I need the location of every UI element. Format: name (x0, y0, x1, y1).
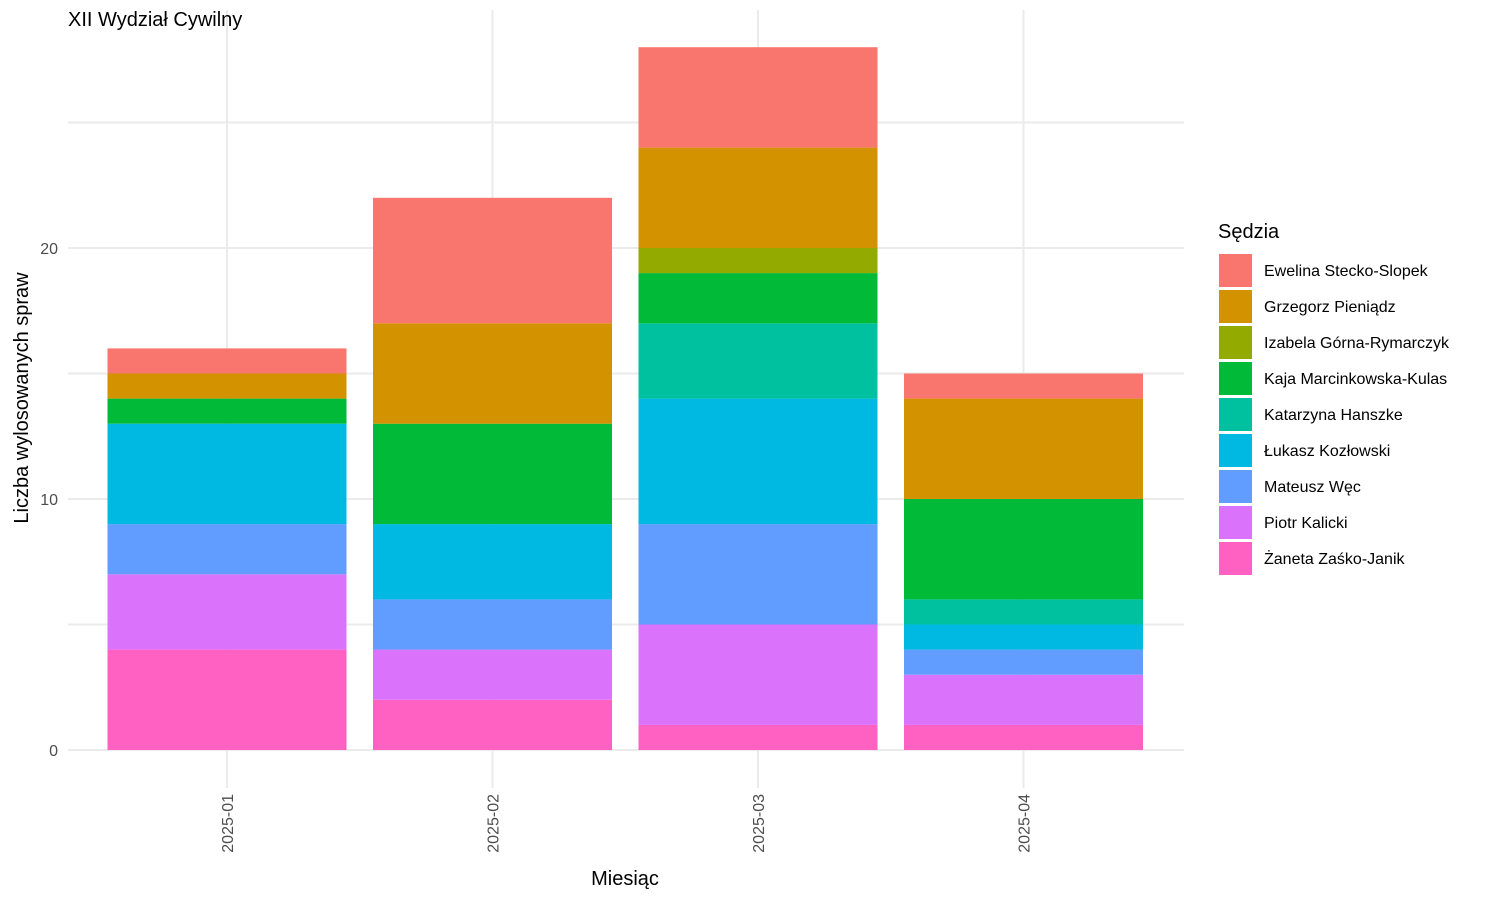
legend-swatch (1219, 326, 1252, 359)
legend-label: Żaneta Zaśko-Janik (1264, 549, 1406, 568)
x-axis-title: Miesiąc (591, 868, 659, 890)
bar-segment (904, 724, 1143, 750)
bar-segment (638, 47, 878, 148)
legend-swatch (1219, 398, 1252, 431)
bar-segment (107, 574, 347, 650)
bar-segment (373, 323, 612, 424)
bar-segment (373, 599, 612, 650)
bar-segment (107, 649, 347, 750)
y-tick-label: 0 (49, 743, 58, 760)
bar-segment (107, 373, 347, 399)
legend-label: Izabela Górna-Rymarczyk (1264, 335, 1450, 352)
bar-segment (638, 147, 878, 248)
legend-swatch (1219, 254, 1252, 287)
bar-segment (638, 524, 878, 625)
legend-label: Ewelina Stecko-Slopek (1264, 263, 1429, 280)
legend-swatch (1219, 506, 1252, 539)
legend-label: Katarzyna Hanszke (1264, 407, 1403, 424)
legend: Ewelina Stecko-Slopek Grzegorz Pieniądz Iz… (1219, 254, 1450, 575)
bar-segment (638, 323, 878, 399)
x-tick-label: 2025-04 (1017, 794, 1034, 853)
legend-label: Łukasz Kozłowski (1264, 443, 1390, 460)
y-axis-title: Liczba wylosowanych spraw (11, 272, 33, 524)
bar-segment (638, 398, 878, 525)
x-axis-ticks: 2025-01 2025-02 2025-03 2025-04 (220, 794, 1034, 853)
bar-segment (107, 398, 347, 424)
bars (107, 47, 1143, 750)
legend-swatch (1219, 542, 1252, 575)
legend-title: Sędzia (1218, 221, 1280, 243)
bar-segment (638, 624, 878, 725)
x-tick-label: 2025-02 (486, 794, 503, 853)
bar-segment (904, 398, 1143, 499)
legend-label: Kaja Marcinkowska-Kulas (1264, 371, 1447, 388)
x-tick-label: 2025-03 (751, 794, 768, 853)
y-axis-ticks: 0 10 20 (40, 241, 58, 760)
bar-segment (904, 499, 1143, 600)
legend-label: Grzegorz Pieniądz (1264, 299, 1396, 316)
bar-segment (904, 373, 1143, 399)
legend-swatch (1219, 362, 1252, 395)
legend-swatch (1219, 290, 1252, 323)
bar-segment (373, 524, 612, 600)
y-tick-label: 10 (40, 492, 58, 509)
x-tick-label: 2025-01 (220, 794, 237, 853)
bar-segment (107, 423, 347, 525)
bar-segment (904, 649, 1143, 675)
bar-segment (638, 248, 878, 274)
bar-segment (373, 197, 612, 324)
bar-segment (373, 699, 612, 750)
bar-segment (904, 674, 1143, 725)
bar-segment (107, 524, 347, 575)
bar-segment (638, 724, 878, 750)
bar-segment (107, 348, 347, 374)
bar-segment (904, 599, 1143, 625)
bar-segment (904, 624, 1143, 650)
bar-segment (373, 649, 612, 700)
chart-title: XII Wydział Cywilny (68, 9, 242, 31)
legend-swatch (1219, 434, 1252, 467)
y-tick-label: 20 (40, 241, 58, 258)
legend-label: Mateusz Węc (1264, 479, 1361, 496)
legend-label: Piotr Kalicki (1264, 515, 1348, 532)
bar-segment (638, 273, 878, 324)
legend-swatch (1219, 470, 1252, 503)
bar-segment (373, 423, 612, 525)
